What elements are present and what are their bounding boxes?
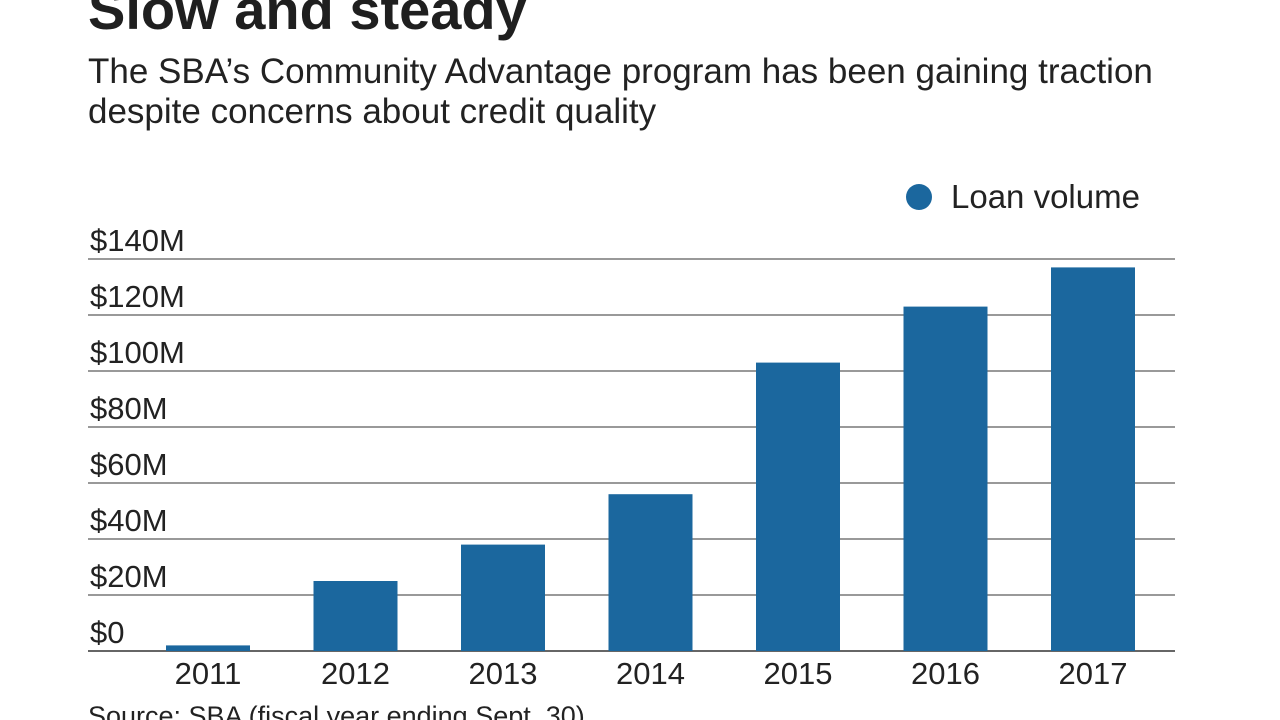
- x-tick-label: 2014: [616, 656, 685, 691]
- chart-subtitle: The SBA’s Community Advantage program ha…: [88, 52, 1153, 131]
- bar-2014: [608, 494, 693, 651]
- source-note: Source: SBA (fiscal year ending Sept. 30…: [88, 701, 585, 720]
- legend-marker: [906, 184, 932, 210]
- x-tick-label: 2013: [469, 656, 538, 691]
- x-tick-label: 2017: [1059, 656, 1128, 691]
- bar-2016: [903, 306, 988, 651]
- chart-title: Slow and steady: [88, 0, 527, 41]
- x-tick-label: 2011: [175, 656, 242, 691]
- bar-2011: [166, 645, 250, 651]
- y-tick-label: $140M: [90, 223, 185, 258]
- y-tick-label: $0: [90, 615, 124, 650]
- bar-2012: [313, 581, 398, 651]
- legend-label: Loan volume: [951, 178, 1140, 215]
- y-tick-label: $60M: [90, 447, 168, 482]
- y-tick-label: $40M: [90, 503, 168, 538]
- y-tick-label: $20M: [90, 559, 168, 594]
- bar-2017: [1051, 267, 1135, 651]
- x-tick-label: 2012: [321, 656, 390, 691]
- y-tick-label: $120M: [90, 279, 185, 314]
- x-tick-label: 2015: [764, 656, 833, 691]
- x-tick-label: 2016: [911, 656, 980, 691]
- bar-2013: [461, 544, 545, 651]
- y-tick-label: $100M: [90, 335, 185, 370]
- bar-2015: [756, 362, 840, 651]
- y-tick-label: $80M: [90, 391, 168, 426]
